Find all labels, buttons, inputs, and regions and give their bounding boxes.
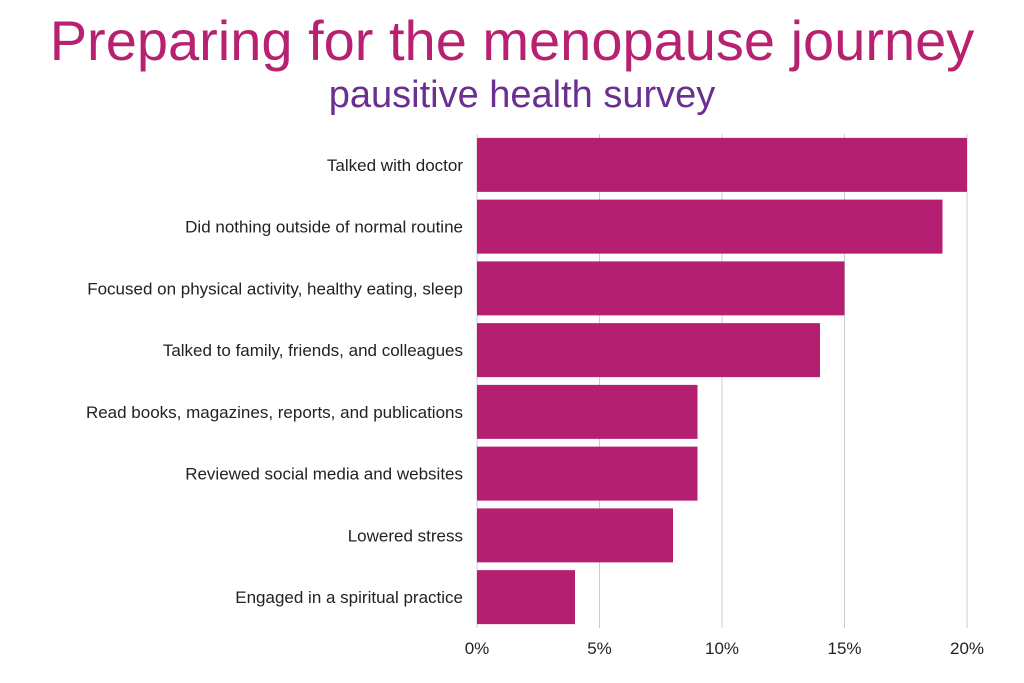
- category-label: Engaged in a spiritual practice: [235, 588, 463, 607]
- category-label: Focused on physical activity, healthy ea…: [87, 279, 463, 298]
- category-labels: Talked with doctor Did nothing outside of…: [86, 156, 463, 607]
- category-label: Talked with doctor: [327, 156, 463, 175]
- category-label: Reviewed social media and websites: [185, 465, 463, 484]
- chart-subtitle: pausitive health survey: [328, 74, 716, 116]
- x-tick-label: 5%: [587, 639, 612, 658]
- chart-title: Preparing for the menopause journey: [49, 9, 975, 72]
- bar: [477, 323, 820, 378]
- category-label: Talked to family, friends, and colleague…: [163, 341, 463, 360]
- x-tick-label: 0%: [465, 639, 490, 658]
- x-tick-label: 10%: [705, 639, 739, 658]
- category-label: Did nothing outside of normal routine: [185, 218, 463, 237]
- bar: [477, 137, 967, 192]
- bar: [477, 261, 845, 316]
- bars: [477, 137, 967, 625]
- bar: [477, 570, 575, 625]
- bar: [477, 508, 673, 563]
- x-tick-label: 15%: [827, 639, 861, 658]
- bar: [477, 199, 943, 254]
- category-label: Read books, magazines, reports, and publ…: [86, 403, 463, 422]
- bar: [477, 446, 698, 501]
- x-tick-label: 20%: [950, 639, 984, 658]
- bar: [477, 384, 698, 439]
- category-label: Lowered stress: [348, 526, 463, 545]
- x-axis-ticks: 0% 5% 10% 15% 20%: [465, 639, 984, 658]
